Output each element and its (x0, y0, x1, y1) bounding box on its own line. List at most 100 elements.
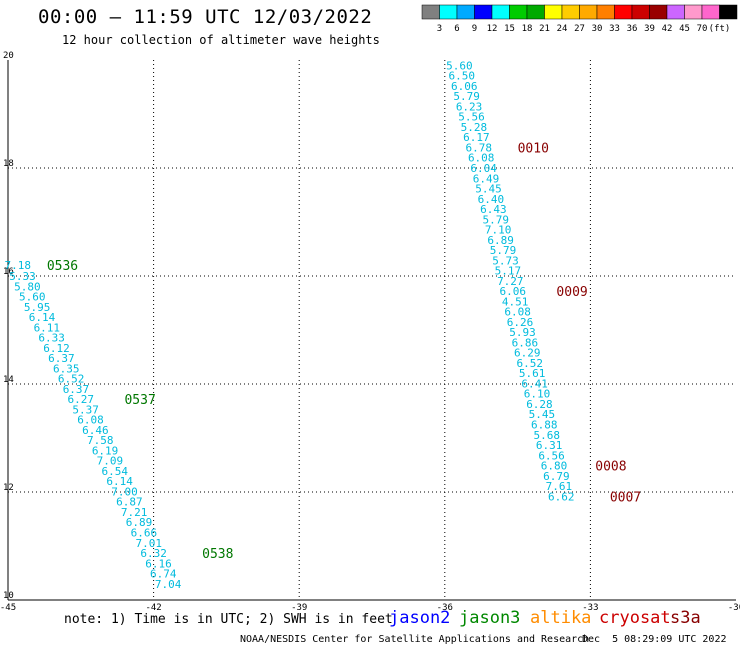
color-scale-label: 30 (592, 24, 603, 34)
color-scale-swatch (684, 4, 703, 20)
legend-mission-jason3: jason3 (459, 608, 521, 628)
wave-height-label: 6.17 (463, 131, 490, 144)
x-tick-label: -33 (582, 603, 598, 613)
wave-height-label: 7.01 (135, 537, 162, 550)
color-scale-swatch (526, 4, 545, 20)
wave-height-label: 5.60 (19, 291, 46, 304)
color-scale-label: 12 (487, 24, 498, 34)
wave-height-label: 7.61 (546, 480, 573, 493)
wave-height-label: 7.09 (97, 455, 124, 468)
color-scale-label: (ft) (709, 24, 731, 34)
pass-time-label: 0008 (595, 460, 626, 475)
pass-time-label: 0536 (47, 259, 78, 274)
wave-height-label: 6.16 (145, 557, 172, 570)
color-scale-swatch (614, 4, 633, 20)
wave-height-label: 5.79 (483, 213, 510, 226)
x-tick-label: -39 (291, 603, 307, 613)
color-scale-swatch (666, 4, 685, 20)
wave-height-label: 6.89 (126, 516, 153, 529)
color-scale-label: 21 (539, 24, 550, 34)
wave-height-label: 6.80 (541, 460, 568, 473)
color-scale-label: 24 (557, 24, 568, 34)
y-tick-label: 18 (3, 159, 14, 169)
color-scale-swatch (544, 4, 563, 20)
color-scale-label: 15 (504, 24, 515, 34)
wave-height-label: 6.23 (456, 100, 483, 113)
wave-height-label: 6.26 (507, 316, 534, 329)
wave-height-label: 6.06 (451, 80, 478, 93)
wave-height-label: 6.10 (524, 388, 551, 401)
y-tick-label: 20 (3, 51, 14, 61)
wave-height-label: 6.33 (38, 332, 65, 345)
pass-time-label: 0538 (202, 547, 233, 562)
wave-height-label: 5.17 (495, 265, 522, 278)
wave-height-label: 5.80 (14, 280, 41, 293)
wave-height-label: 5.79 (453, 90, 480, 103)
color-scale-label: 42 (662, 24, 673, 34)
wave-height-label: 6.54 (102, 465, 129, 478)
wave-height-label: 7.04 (155, 578, 182, 591)
wave-height-label: 5.93 (509, 326, 536, 339)
wave-height-label: 6.19 (92, 444, 119, 457)
legend-mission-jason2: jason2 (389, 608, 451, 628)
wave-height-label: 6.52 (58, 373, 85, 386)
legend-mission-cryosat: cryosat (599, 608, 671, 628)
footer-note: note: 1) Time is in UTC; 2) SWH is in fe… (64, 612, 393, 627)
wave-height-label: 5.61 (519, 367, 546, 380)
wave-height-label: 6.88 (531, 419, 558, 432)
wave-height-label: 7.10 (485, 224, 512, 237)
wave-height-label: 6.04 (470, 162, 497, 175)
wave-height-label: 6.50 (449, 70, 476, 83)
x-tick-label: -36 (437, 603, 453, 613)
legend-mission-s3a: s3a (670, 608, 701, 628)
color-scale-label: 3 (437, 24, 442, 34)
wave-height-label: 6.41 (521, 377, 548, 390)
wave-height-label: 5.95 (24, 301, 51, 314)
wave-height-label: 7.00 (111, 485, 138, 498)
wave-height-label: 5.45 (529, 408, 556, 421)
wave-height-label: 6.31 (536, 439, 563, 452)
wave-height-label: 7.58 (87, 434, 114, 447)
wave-height-label: 6.32 (140, 547, 167, 560)
wave-height-label: 6.66 (131, 527, 158, 540)
wave-height-label: 7.21 (121, 506, 148, 519)
color-scale-label: 70 (697, 24, 708, 34)
pass-time-label: 0537 (124, 393, 155, 408)
wave-height-label: 5.60 (446, 59, 473, 72)
wave-height-label: 6.87 (116, 496, 143, 509)
y-tick-label: 14 (3, 375, 14, 385)
wave-height-label: 6.11 (34, 321, 61, 334)
color-scale-label: 33 (609, 24, 620, 34)
color-scale-swatch (579, 4, 598, 20)
color-scale-swatch (491, 4, 510, 20)
color-scale-swatch (719, 4, 738, 20)
color-scale-label: 39 (644, 24, 655, 34)
x-tick-label: -30 (728, 603, 740, 613)
wave-height-label: 6.14 (106, 475, 133, 488)
wave-height-label: 6.40 (478, 193, 505, 206)
wave-height-label: 6.43 (480, 203, 507, 216)
wave-height-label: 5.33 (9, 270, 36, 283)
wave-height-label: 6.56 (538, 449, 565, 462)
wave-height-label: 6.86 (512, 336, 539, 349)
wave-height-label: 6.06 (499, 285, 526, 298)
wave-height-label: 6.89 (487, 234, 514, 247)
wave-height-label: 5.68 (533, 429, 560, 442)
color-scale-swatch (421, 4, 440, 20)
footer-credit: NOAA/NESDIS Center for Satellite Applica… (240, 634, 590, 645)
wave-height-label: 5.56 (458, 111, 485, 124)
color-scale-swatch (596, 4, 615, 20)
wave-height-label: 6.79 (543, 470, 570, 483)
wave-height-label: 5.45 (475, 183, 502, 196)
color-scale-swatch (649, 4, 668, 20)
color-scale-swatch (474, 4, 493, 20)
color-scale-swatch (509, 4, 528, 20)
wave-height-label: 6.35 (53, 362, 80, 375)
wave-height-label: 6.74 (150, 568, 177, 581)
pass-time-label: 0009 (556, 285, 587, 300)
wave-height-label: 4.51 (502, 295, 529, 308)
wave-height-label: 6.46 (82, 424, 109, 437)
wave-height-label: 6.52 (516, 357, 543, 370)
wave-height-label: 6.28 (526, 398, 553, 411)
